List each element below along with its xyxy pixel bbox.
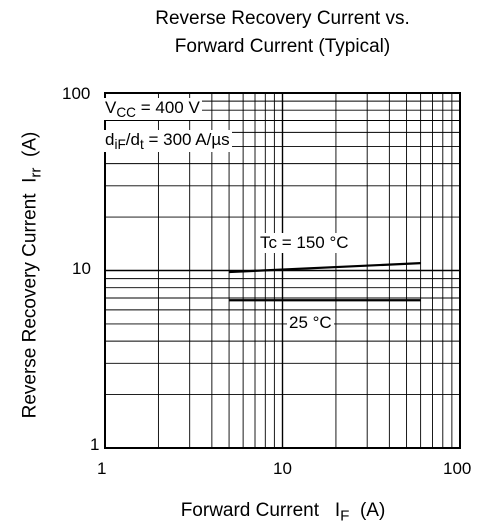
vcc-value: = 400 V [140, 98, 200, 117]
y-axis-label: Reverse Recovery Current Irr (A) [20, 132, 45, 419]
y-tick-label-10: 10 [72, 259, 91, 278]
didt-mid: /d [125, 130, 140, 149]
series-line-150c [229, 262, 421, 274]
chart-title-line1: Reverse Recovery Current vs. [155, 8, 410, 29]
y-tick-label-100: 100 [62, 84, 91, 103]
didt-value: = 300 A/µs [148, 130, 230, 149]
didt-sub2: t [139, 137, 144, 153]
x-axis-label: Forward Current IF (A) [181, 500, 386, 525]
didt-pre: d [105, 130, 115, 149]
series-label-25c: 25 °C [287, 313, 334, 333]
chart-title-line2: Forward Current (Typical) [174, 36, 391, 57]
y-tick-label-1: 1 [90, 435, 100, 454]
plot-frame [104, 92, 461, 449]
y-axis-unit: (A) [19, 131, 41, 157]
series-label-150c: Tc = 150 °C [258, 233, 351, 253]
vcc-symbol: V [105, 98, 117, 117]
x-axis-unit: (A) [359, 500, 386, 521]
condition-didt: diF/dt = 300 A/µs [103, 130, 232, 153]
y-axis-subscript: rr [27, 167, 45, 178]
y-axis-label-main: Reverse Recovery Current [19, 193, 41, 419]
x-tick-label-1: 1 [97, 459, 107, 478]
x-tick-label-10: 10 [273, 459, 292, 478]
x-tick-label-100: 100 [443, 459, 472, 478]
didt-sub1: iF [114, 137, 126, 153]
condition-vcc: VCC = 400 V [103, 98, 202, 121]
x-axis-symbol: I [334, 500, 341, 521]
x-axis-label-main: Forward Current [180, 500, 320, 521]
vcc-subscript: CC [116, 105, 136, 121]
x-axis-subscript: F [340, 507, 350, 525]
y-axis-symbol: I [19, 177, 41, 183]
